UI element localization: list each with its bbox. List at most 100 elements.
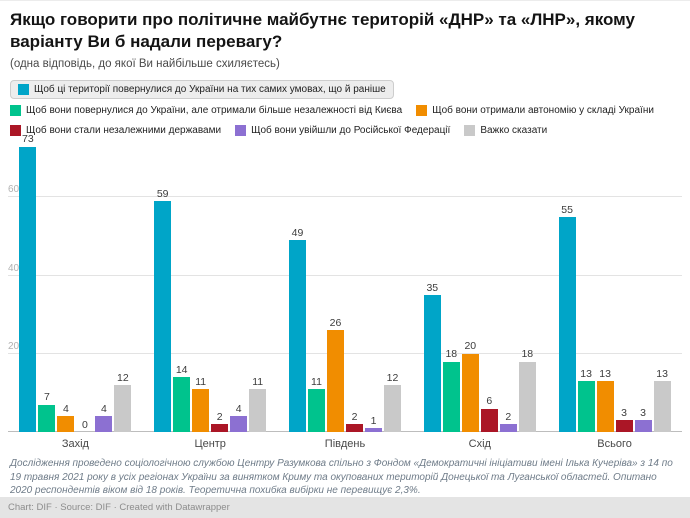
- bar[interactable]: [211, 424, 229, 432]
- bar-value-label: 14: [175, 363, 188, 376]
- bar[interactable]: [95, 416, 113, 432]
- bar-column[interactable]: 2: [345, 131, 363, 432]
- legend-item[interactable]: Щоб вони повернулися до України, але отр…: [10, 102, 402, 119]
- legend-item[interactable]: Щоб вони стали незалежними державами: [10, 122, 221, 139]
- x-axis-labels: Захід Центр Південь Схід Всього: [8, 438, 682, 450]
- bar-column[interactable]: 3: [615, 131, 633, 432]
- bar-column[interactable]: 55: [558, 131, 576, 432]
- bar[interactable]: [461, 353, 479, 432]
- bar-value-label: 55: [561, 203, 573, 216]
- bar-column[interactable]: 26: [326, 131, 344, 432]
- bar[interactable]: [19, 146, 37, 432]
- bar-column[interactable]: 35: [423, 131, 441, 432]
- bar[interactable]: [442, 361, 460, 432]
- bar-column[interactable]: 3: [634, 131, 652, 432]
- bar-column[interactable]: 18: [442, 131, 460, 432]
- legend-swatch-icon: [235, 124, 247, 136]
- bar-value-label: 4: [62, 402, 69, 415]
- bar-value-label: 4: [235, 402, 242, 415]
- bar-column[interactable]: 13: [596, 131, 614, 432]
- bar[interactable]: [114, 385, 132, 432]
- bar[interactable]: [577, 381, 595, 432]
- legend-item-label: Щоб вони увійшли до Російської Федерації: [251, 124, 451, 136]
- bar[interactable]: [154, 201, 172, 432]
- bar[interactable]: [230, 416, 248, 432]
- legend-swatch-icon: [10, 104, 21, 116]
- bar-value-label: 13: [656, 367, 668, 380]
- bar[interactable]: [558, 217, 576, 432]
- legend-item[interactable]: Щоб вони отримали автономію у складі Укр…: [416, 102, 654, 119]
- legend-swatch-icon: [464, 124, 476, 136]
- legend-swatch-icon: [416, 104, 428, 116]
- bar-group: 55 13 13 3 3 13: [547, 131, 682, 432]
- x-category-label: Південь: [324, 438, 366, 450]
- bar-column[interactable]: 1: [364, 131, 382, 432]
- bar-value-label: 12: [117, 371, 129, 384]
- legend-row: Щоб вони стали незалежними державами Щоб …: [10, 122, 680, 139]
- bar[interactable]: [615, 420, 633, 432]
- bar[interactable]: [249, 389, 267, 432]
- legend-item[interactable]: Важко сказати: [464, 122, 547, 139]
- legend-item[interactable]: Щоб вони увійшли до Російської Федерації: [235, 122, 450, 139]
- bar-column[interactable]: 12: [114, 131, 132, 432]
- gridline: [8, 274, 682, 276]
- bar-column[interactable]: 59: [154, 131, 172, 432]
- bar[interactable]: [423, 295, 441, 432]
- bar-value-label: 3: [621, 406, 627, 419]
- bar-column[interactable]: 4: [230, 131, 248, 432]
- legend: Щоб ці території повернулися до України …: [0, 70, 690, 139]
- bar[interactable]: [288, 240, 306, 432]
- legend-item-label: Щоб ці території повернулися до України …: [34, 83, 386, 95]
- legend-item[interactable]: Щоб ці території повернулися до України …: [10, 79, 394, 99]
- bar[interactable]: [634, 420, 652, 432]
- bar-value-label: 13: [580, 367, 592, 380]
- bar-column[interactable]: 14: [173, 131, 191, 432]
- bar-value-label: 11: [311, 375, 322, 388]
- bar-column[interactable]: 4: [95, 131, 113, 432]
- bar[interactable]: [192, 389, 210, 432]
- bar[interactable]: [173, 377, 191, 432]
- bar[interactable]: [596, 381, 614, 432]
- bar-column[interactable]: 11: [192, 131, 210, 432]
- bar-column[interactable]: 11: [249, 131, 267, 432]
- bar[interactable]: [345, 424, 363, 432]
- bar[interactable]: [38, 404, 56, 432]
- bar-column[interactable]: 18: [518, 131, 536, 432]
- bar[interactable]: [364, 428, 382, 432]
- bar-value-label: 2: [216, 410, 223, 423]
- bar-column[interactable]: 13: [577, 131, 595, 432]
- bar[interactable]: [307, 389, 325, 432]
- bar-column[interactable]: 0: [76, 131, 93, 432]
- bar-column[interactable]: 12: [383, 131, 401, 432]
- bar-column[interactable]: 2: [211, 131, 229, 432]
- bar[interactable]: [653, 381, 671, 432]
- bar-column[interactable]: 4: [57, 131, 75, 432]
- bar-column[interactable]: 2: [499, 131, 517, 432]
- x-category-label: Всього: [597, 438, 632, 450]
- y-tick-label: 20: [8, 340, 20, 352]
- chart-area: 20 40 60 73 7 4 0 4 12 59 14 11 2 4 11 49 11 26 2 1 12 35 18 20…: [8, 131, 682, 432]
- bar[interactable]: [326, 330, 344, 432]
- bar[interactable]: [518, 361, 536, 432]
- bar-column[interactable]: 6: [480, 131, 498, 432]
- bar-column[interactable]: 13: [653, 131, 671, 432]
- chart-subtitle: (одна відповідь, до якої Ви найбільше сх…: [10, 57, 280, 70]
- notes-text: Дослідження проведено соціологічною служ…: [10, 458, 673, 497]
- bar-value-label: 3: [640, 406, 646, 419]
- bar-column[interactable]: 73: [19, 131, 37, 432]
- bar-value-label: 18: [445, 348, 458, 361]
- bar-column[interactable]: 11: [307, 131, 325, 432]
- bar-value-label: 11: [252, 375, 264, 388]
- bar[interactable]: [480, 408, 498, 432]
- legend-swatch-icon: [10, 124, 21, 136]
- attribution-text[interactable]: Chart: DIF · Source: DIF · Created with …: [8, 502, 230, 513]
- bar-column[interactable]: 7: [38, 131, 56, 432]
- bar-group: 35 18 20 6 2 18: [412, 131, 547, 432]
- legend-item-label: Щоб вони отримали автономію у складі Укр…: [432, 104, 654, 116]
- bar-column[interactable]: 49: [288, 131, 306, 432]
- bar[interactable]: [383, 385, 401, 432]
- bar-column[interactable]: 20: [461, 131, 479, 432]
- bar[interactable]: [499, 424, 517, 432]
- bar[interactable]: [57, 416, 75, 432]
